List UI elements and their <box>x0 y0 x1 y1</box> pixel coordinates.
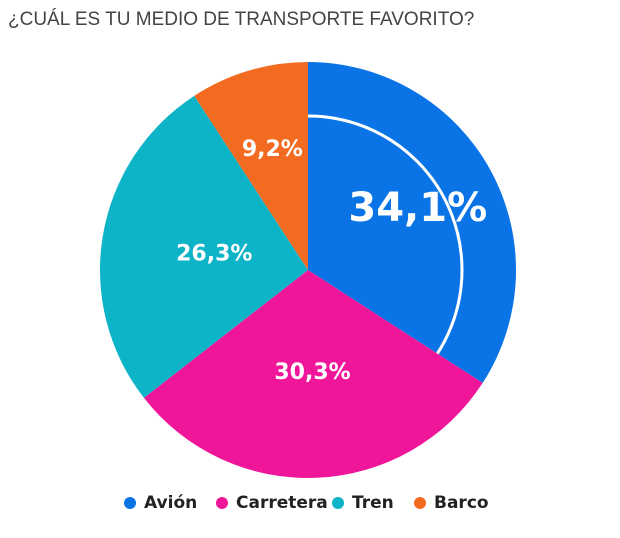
pie-slice <box>99 95 308 398</box>
pie-slice <box>308 62 516 383</box>
value-label: 26,3% <box>176 241 252 266</box>
legend-marker <box>414 497 426 509</box>
legend-marker <box>332 497 344 509</box>
value-label: 34,1% <box>348 185 487 231</box>
legend-marker <box>124 497 136 509</box>
legend-label: Avión <box>144 493 197 513</box>
value-label: 9,2% <box>242 137 303 162</box>
pie-slice <box>194 61 308 270</box>
legend-label: Tren <box>352 493 394 513</box>
pie-slice <box>143 270 483 479</box>
legend-marker <box>216 497 228 509</box>
value-label: 30,3% <box>274 360 350 385</box>
legend-label: Barco <box>434 493 489 513</box>
legend-label: Carretera <box>236 493 328 513</box>
chart-title: ¿CUÁL ES TU MEDIO DE TRANSPORTE FAVORITO… <box>8 9 474 30</box>
